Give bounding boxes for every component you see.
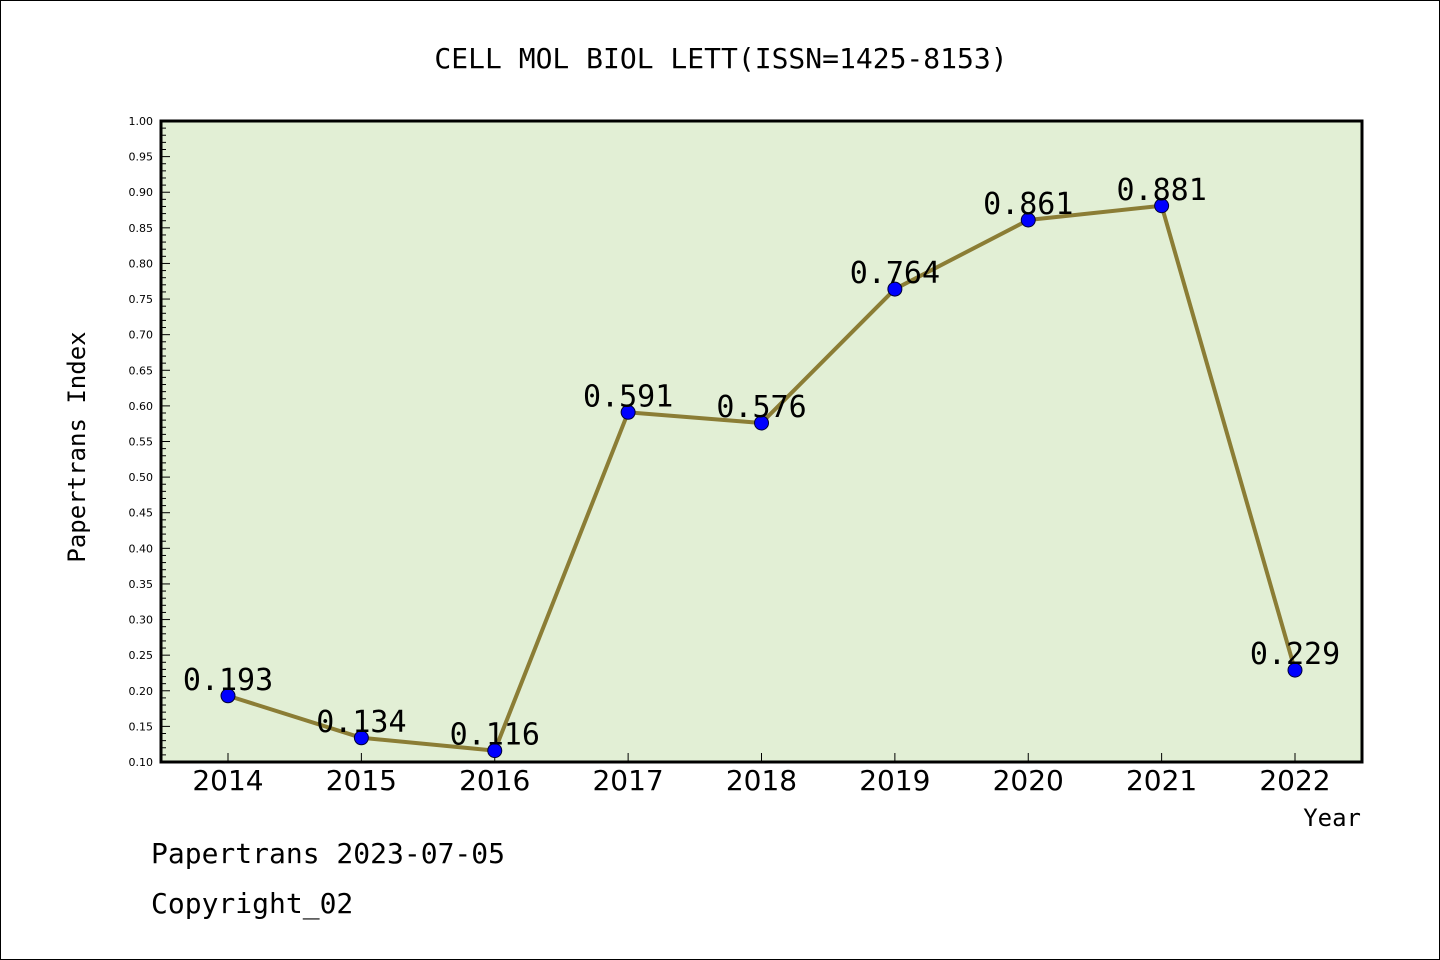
data-label: 0.576 (716, 390, 806, 425)
x-tick-label: 2018 (726, 764, 797, 797)
y-axis-label: Papertrans Index (63, 331, 91, 562)
data-point (353, 730, 369, 746)
y-tick-label: 0.40 (129, 542, 154, 555)
footer-copyright: Copyright_02 (151, 887, 354, 920)
chart-title: CELL MOL BIOL LETT(ISSN=1425-8153) (434, 42, 1007, 75)
plot-area (159, 119, 1364, 764)
x-axis-label: Year (1303, 804, 1361, 832)
data-point (887, 281, 903, 297)
y-tick-label: 0.85 (129, 222, 154, 235)
y-tick-label: 0.20 (129, 685, 154, 698)
data-point (1020, 212, 1036, 228)
data-label: 0.116 (450, 718, 540, 753)
y-tick-label: 0.90 (129, 186, 154, 199)
x-tick-label: 2021 (1126, 764, 1197, 797)
x-tick-label: 2016 (459, 764, 530, 797)
x-tick-label: 2014 (192, 764, 263, 797)
y-tick-label: 0.60 (129, 400, 154, 413)
x-tick-label: 2022 (1259, 764, 1330, 797)
series-papertrans-index (220, 198, 1303, 759)
y-tick-label: 1.00 (129, 115, 154, 128)
x-tick-label: 2017 (592, 764, 663, 797)
y-tick-label: 0.95 (129, 151, 154, 164)
data-point (220, 688, 236, 704)
y-tick-label: 0.55 (129, 436, 154, 449)
y-tick-label: 0.65 (129, 364, 154, 377)
y-tick-label: 0.10 (129, 756, 154, 769)
data-point (620, 404, 636, 420)
footer-date: Papertrans 2023-07-05 (151, 837, 506, 870)
y-axis: 0.10 0.15 0.20 0.25 0.30 0.35 0.40 0.45 0.50 0.55… (129, 115, 170, 769)
data-label: 0.134 (316, 705, 406, 740)
data-labels: 0.193 0.134 0.116 0.591 0.576 0.764 0.861 0.881… (183, 173, 1340, 753)
y-tick-label: 0.70 (129, 329, 154, 342)
y-tick-label: 0.35 (129, 578, 154, 591)
y-tick-label: 0.45 (129, 507, 154, 520)
data-point (754, 415, 769, 431)
data-label: 0.764 (850, 256, 940, 291)
data-point (487, 743, 503, 759)
y-tick-label: 0.15 (129, 720, 154, 733)
x-tick-label: 2020 (993, 764, 1064, 797)
y-tick-label: 0.30 (129, 614, 154, 627)
y-tick-label: 0.25 (129, 649, 154, 662)
y-tick-label: 0.80 (129, 257, 154, 270)
data-point (1154, 198, 1170, 214)
x-axis: 2014 2015 2016 2017 2018 2019 2020 2021 2022 (192, 753, 1331, 797)
x-tick-label: 2015 (326, 764, 397, 797)
y-tick-label: 0.50 (129, 471, 154, 484)
data-label: 0.861 (983, 187, 1073, 222)
x-tick-label: 2019 (859, 764, 930, 797)
data-label: 0.229 (1250, 637, 1340, 672)
data-label: 0.881 (1116, 173, 1206, 208)
data-label: 0.193 (183, 663, 273, 698)
y-tick-label: 0.75 (129, 293, 154, 306)
data-label: 0.591 (583, 379, 673, 414)
data-point (1287, 662, 1303, 678)
